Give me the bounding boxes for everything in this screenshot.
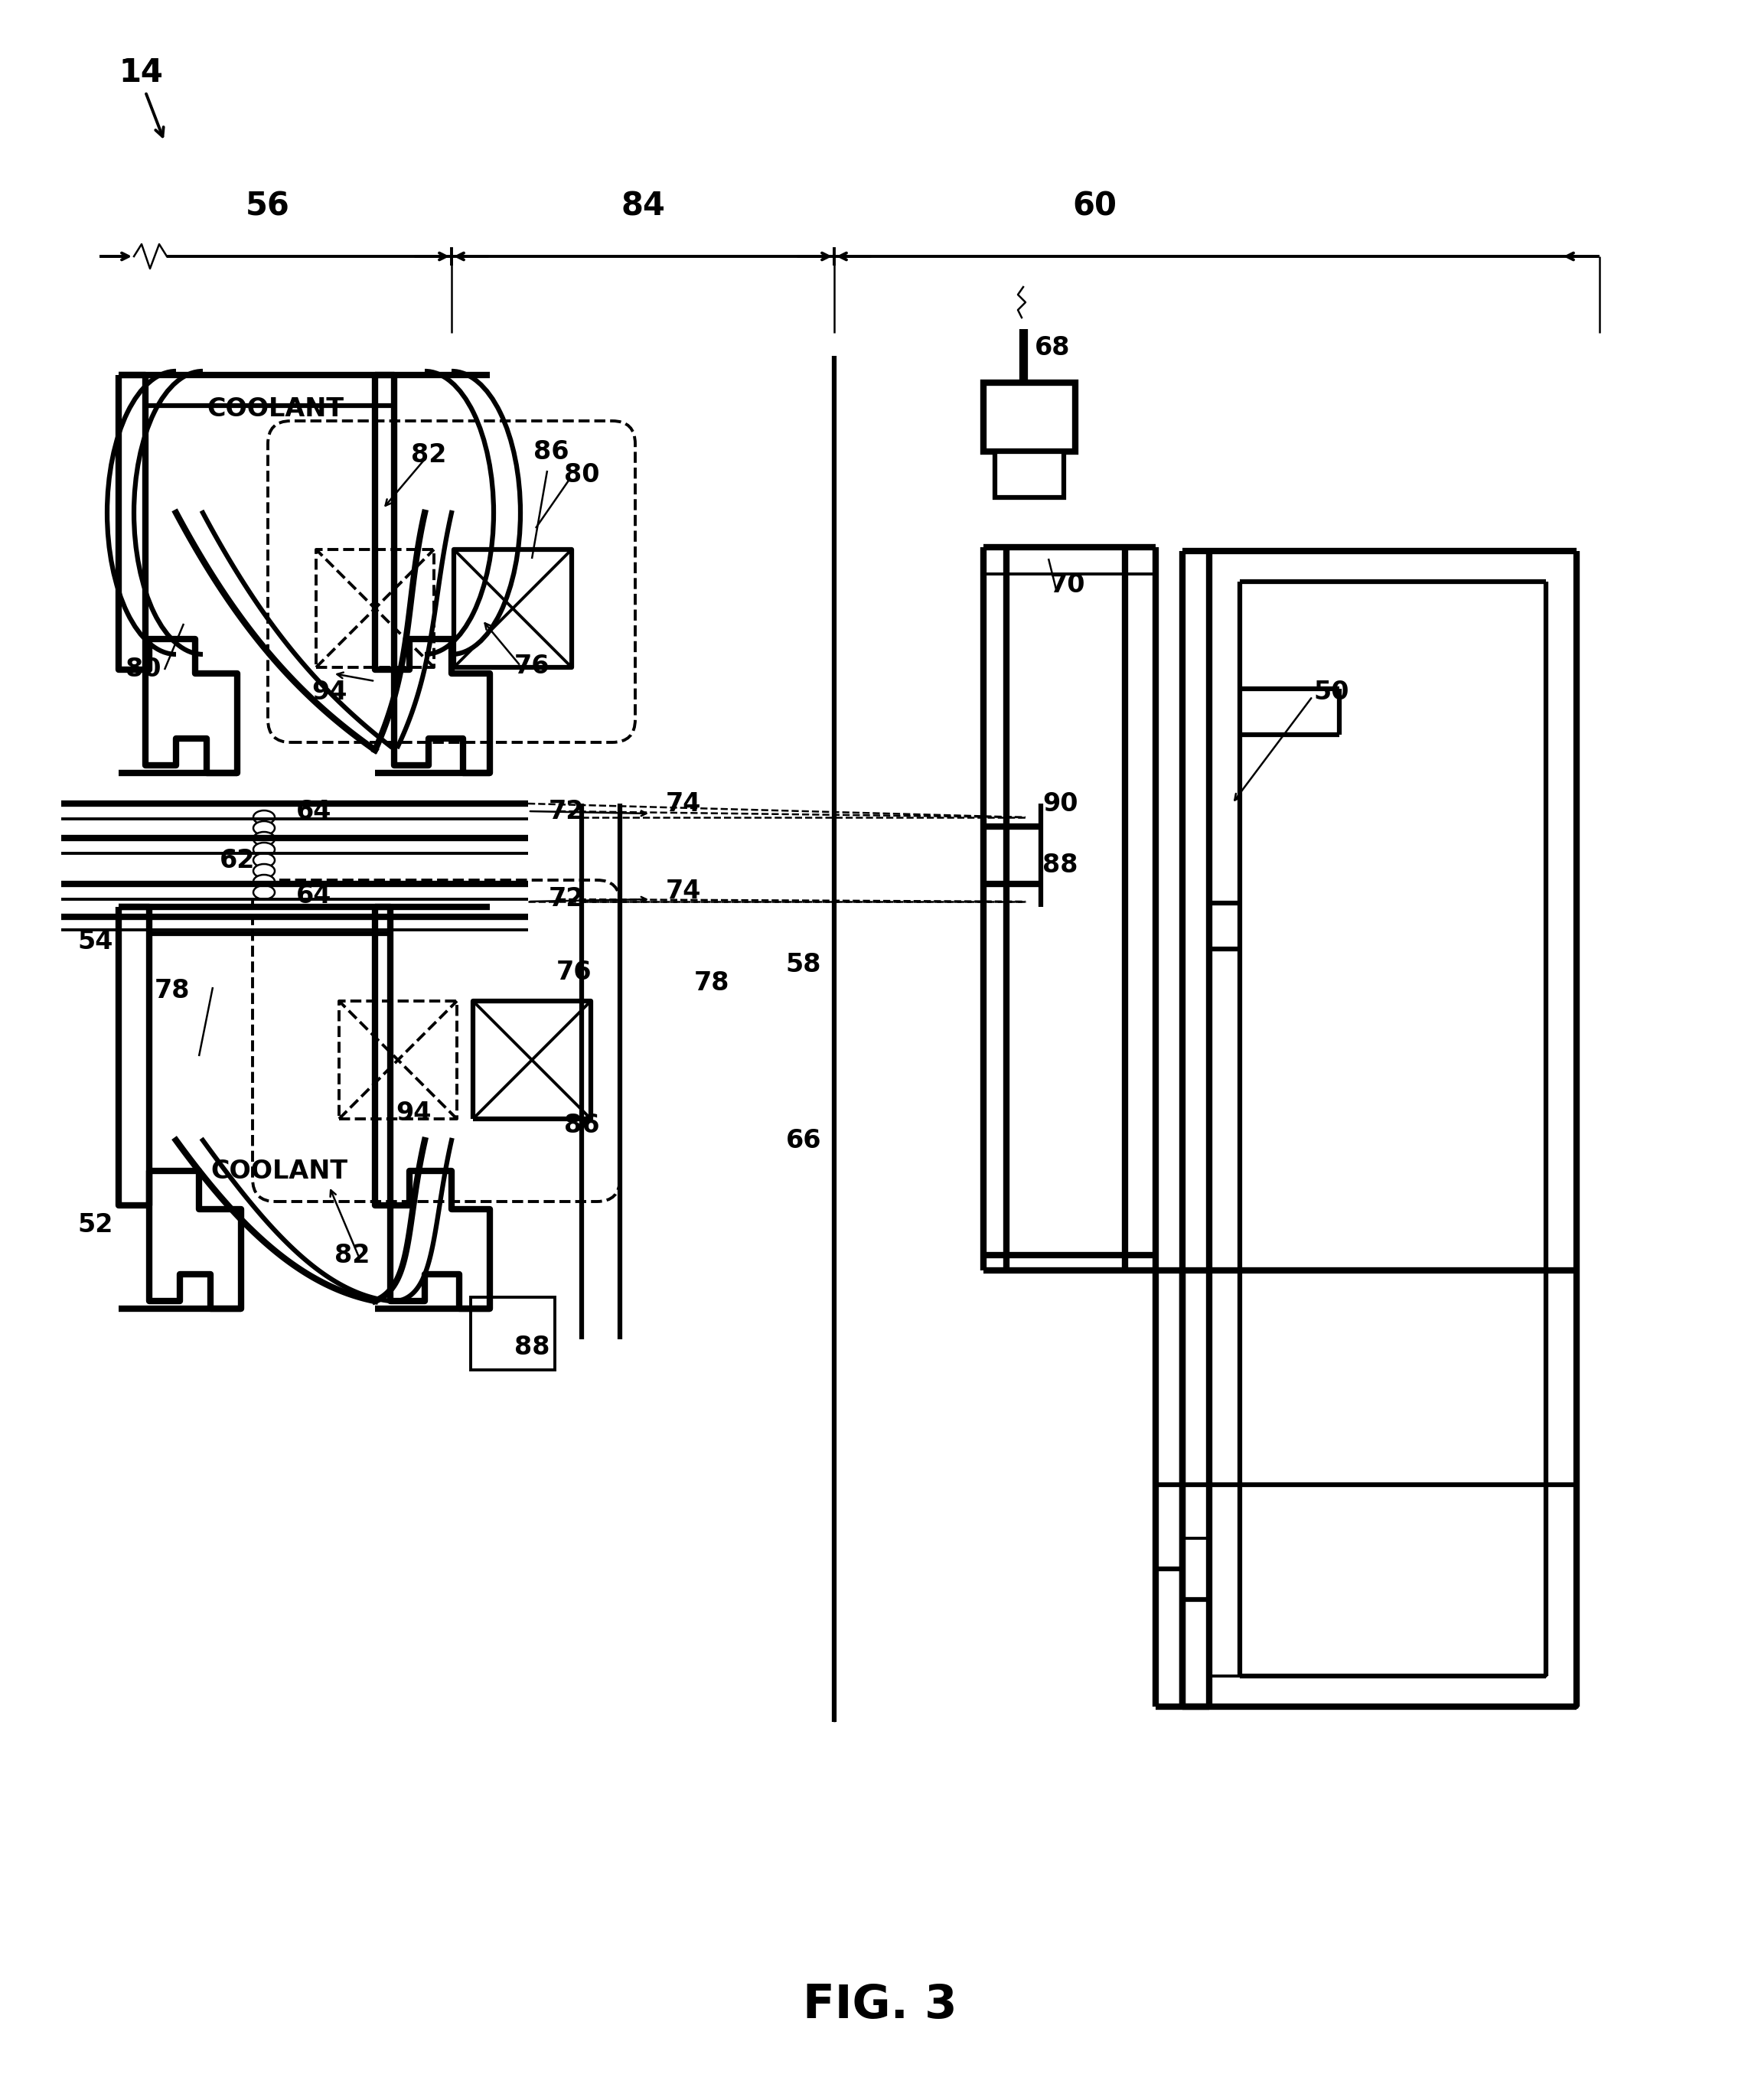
- Text: 64: 64: [296, 882, 331, 907]
- Text: 78: 78: [694, 970, 729, 995]
- Text: 94: 94: [396, 1100, 431, 1126]
- Text: 90: 90: [1043, 792, 1078, 817]
- Text: 50: 50: [1314, 680, 1349, 706]
- Text: 56: 56: [247, 191, 291, 223]
- Text: 66: 66: [785, 1128, 821, 1153]
- Ellipse shape: [254, 842, 275, 857]
- Text: 82: 82: [335, 1243, 370, 1268]
- Ellipse shape: [254, 811, 275, 823]
- Ellipse shape: [254, 821, 275, 836]
- Text: 76: 76: [514, 653, 549, 678]
- Text: 14: 14: [118, 57, 164, 88]
- Text: 60: 60: [1072, 191, 1116, 223]
- Text: 86: 86: [564, 1113, 599, 1138]
- Text: 74: 74: [666, 792, 701, 817]
- Text: 52: 52: [77, 1212, 113, 1237]
- Bar: [983, 382, 1076, 451]
- Text: 70: 70: [1050, 573, 1085, 598]
- Text: 54: 54: [77, 928, 113, 953]
- Text: 64: 64: [296, 798, 331, 823]
- Text: 78: 78: [155, 979, 190, 1004]
- Ellipse shape: [254, 832, 275, 846]
- Ellipse shape: [254, 863, 275, 878]
- Text: 80: 80: [564, 462, 599, 487]
- Text: 14: 14: [118, 57, 164, 88]
- Text: 84: 84: [620, 191, 666, 223]
- Text: 80: 80: [125, 657, 160, 682]
- Text: 72: 72: [549, 798, 585, 823]
- Ellipse shape: [254, 853, 275, 867]
- Text: FIG. 3: FIG. 3: [803, 1982, 958, 2029]
- Text: 76: 76: [556, 960, 592, 985]
- Text: 86: 86: [534, 439, 569, 464]
- Bar: [470, 1298, 555, 1369]
- Ellipse shape: [254, 876, 275, 888]
- Text: COOLANT: COOLANT: [211, 1159, 349, 1184]
- Text: 94: 94: [312, 680, 347, 706]
- Text: 72: 72: [549, 886, 585, 911]
- Text: 88: 88: [1043, 853, 1078, 878]
- Text: 88: 88: [514, 1334, 549, 1359]
- Text: 62: 62: [220, 848, 255, 874]
- Text: COOLANT: COOLANT: [208, 397, 343, 422]
- Ellipse shape: [254, 886, 275, 899]
- Text: 58: 58: [785, 951, 821, 976]
- Text: 68: 68: [1034, 336, 1071, 361]
- Bar: [995, 452, 1064, 498]
- Text: 82: 82: [410, 443, 446, 468]
- Text: 74: 74: [666, 880, 701, 905]
